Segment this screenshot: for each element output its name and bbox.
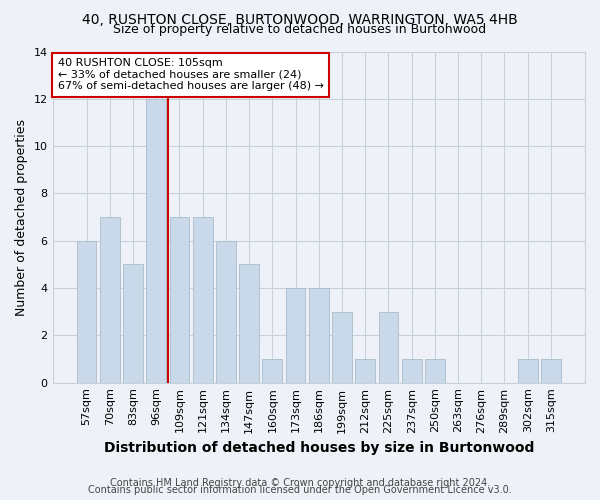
Bar: [309, 288, 329, 382]
Bar: [355, 359, 375, 382]
Text: 40 RUSHTON CLOSE: 105sqm
← 33% of detached houses are smaller (24)
67% of semi-d: 40 RUSHTON CLOSE: 105sqm ← 33% of detach…: [58, 58, 324, 92]
Bar: [239, 264, 259, 382]
Text: 40, RUSHTON CLOSE, BURTONWOOD, WARRINGTON, WA5 4HB: 40, RUSHTON CLOSE, BURTONWOOD, WARRINGTO…: [82, 12, 518, 26]
X-axis label: Distribution of detached houses by size in Burtonwood: Distribution of detached houses by size …: [104, 441, 534, 455]
Bar: [379, 312, 398, 382]
Text: Contains public sector information licensed under the Open Government Licence v3: Contains public sector information licen…: [88, 485, 512, 495]
Bar: [332, 312, 352, 382]
Y-axis label: Number of detached properties: Number of detached properties: [15, 118, 28, 316]
Bar: [146, 99, 166, 382]
Bar: [425, 359, 445, 382]
Bar: [77, 240, 97, 382]
Bar: [286, 288, 305, 382]
Bar: [216, 240, 236, 382]
Bar: [262, 359, 282, 382]
Bar: [193, 217, 212, 382]
Bar: [518, 359, 538, 382]
Text: Size of property relative to detached houses in Burtonwood: Size of property relative to detached ho…: [113, 22, 487, 36]
Bar: [123, 264, 143, 382]
Bar: [170, 217, 190, 382]
Text: Contains HM Land Registry data © Crown copyright and database right 2024.: Contains HM Land Registry data © Crown c…: [110, 478, 490, 488]
Bar: [402, 359, 422, 382]
Bar: [100, 217, 119, 382]
Bar: [541, 359, 561, 382]
